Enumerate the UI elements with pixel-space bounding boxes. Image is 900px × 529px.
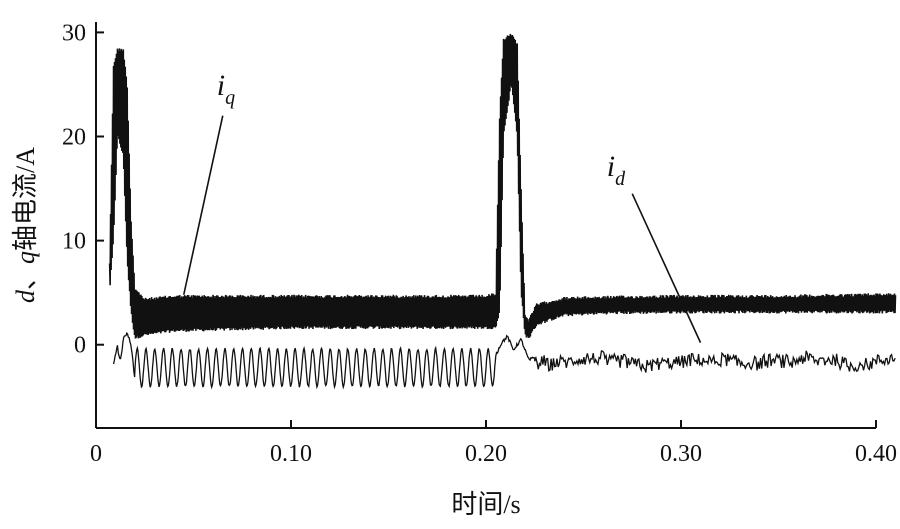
y-tick-label: 10 — [62, 229, 86, 255]
id-series-line — [112, 331, 896, 390]
annotation-sub: q — [225, 87, 235, 109]
annotation-label-iq: iq — [217, 69, 235, 109]
annotation-leader-q — [182, 115, 224, 295]
y-tick-label: 0 — [74, 333, 86, 359]
x-tick-label: 0 — [90, 441, 102, 467]
x-axis-label: 时间/s — [451, 490, 520, 519]
x-tick-label: 0.40 — [855, 441, 897, 467]
annotation-leader-d — [631, 193, 702, 343]
y-tick-label: 30 — [62, 20, 86, 46]
iq-series-line — [108, 33, 897, 339]
y-tick-label: 20 — [62, 125, 86, 151]
y-axis-label: d、q轴电流/A — [11, 147, 40, 303]
x-tick-label: 0.20 — [465, 441, 507, 467]
y-axis-label-rest: 轴电流/A — [11, 147, 40, 251]
y-axis-label-q: q — [11, 251, 40, 264]
y-axis-label-sep: 、 — [11, 264, 40, 290]
plot-area — [108, 33, 897, 390]
annotation-sub: d — [615, 168, 626, 190]
annotation-main: i — [607, 150, 615, 183]
x-tick-label: 0.10 — [270, 441, 312, 467]
annotation-label-id: id — [607, 150, 626, 190]
y-ticks: 0 10 20 30 — [62, 20, 104, 359]
x-ticks: 0 0.10 0.20 0.30 0.40 — [90, 420, 897, 467]
x-tick-label: 0.30 — [660, 441, 702, 467]
y-axis-label-d: d — [11, 289, 40, 303]
annotation-main: i — [217, 69, 225, 102]
